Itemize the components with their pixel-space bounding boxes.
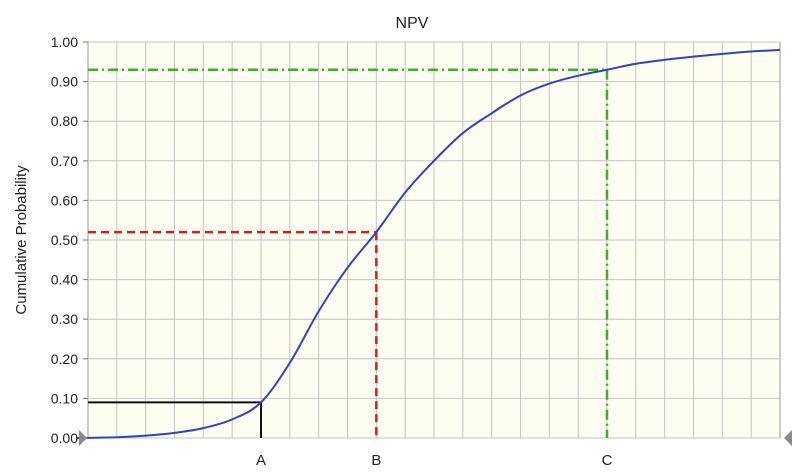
chart-title: NPV [396,15,429,32]
x-marker-label-c: C [602,452,613,469]
y-tick-label: 0.80 [51,113,78,129]
y-tick-label: 0.90 [51,74,78,90]
y-tick-label: 1.00 [51,34,78,50]
y-tick-label: 0.60 [51,192,78,208]
y-tick-label: 0.50 [51,232,78,248]
marker-lines [88,68,609,438]
y-tick-label: 0.40 [51,272,78,288]
series-line-npv [76,48,781,439]
y-tick-label: 0.00 [51,430,78,446]
y-axis-ticks: 0.00 0.10 0.20 0.30 0.40 0.50 0.60 0.70 0.80 0.90… [51,34,88,446]
left-axis-arrow-icon [79,430,87,446]
y-tick-label: 0.70 [51,153,78,169]
y-tick-label: 0.30 [51,311,78,327]
x-marker-label-b: B [371,452,381,469]
right-axis-arrow-icon [784,430,792,446]
y-axis-label: Cumulative Probability [13,165,30,315]
y-tick-label: 0.20 [51,351,78,367]
x-marker-label-a: A [256,452,266,469]
x-axis-marker-labels: A B C [256,452,613,469]
y-tick-label: 0.10 [51,390,78,406]
